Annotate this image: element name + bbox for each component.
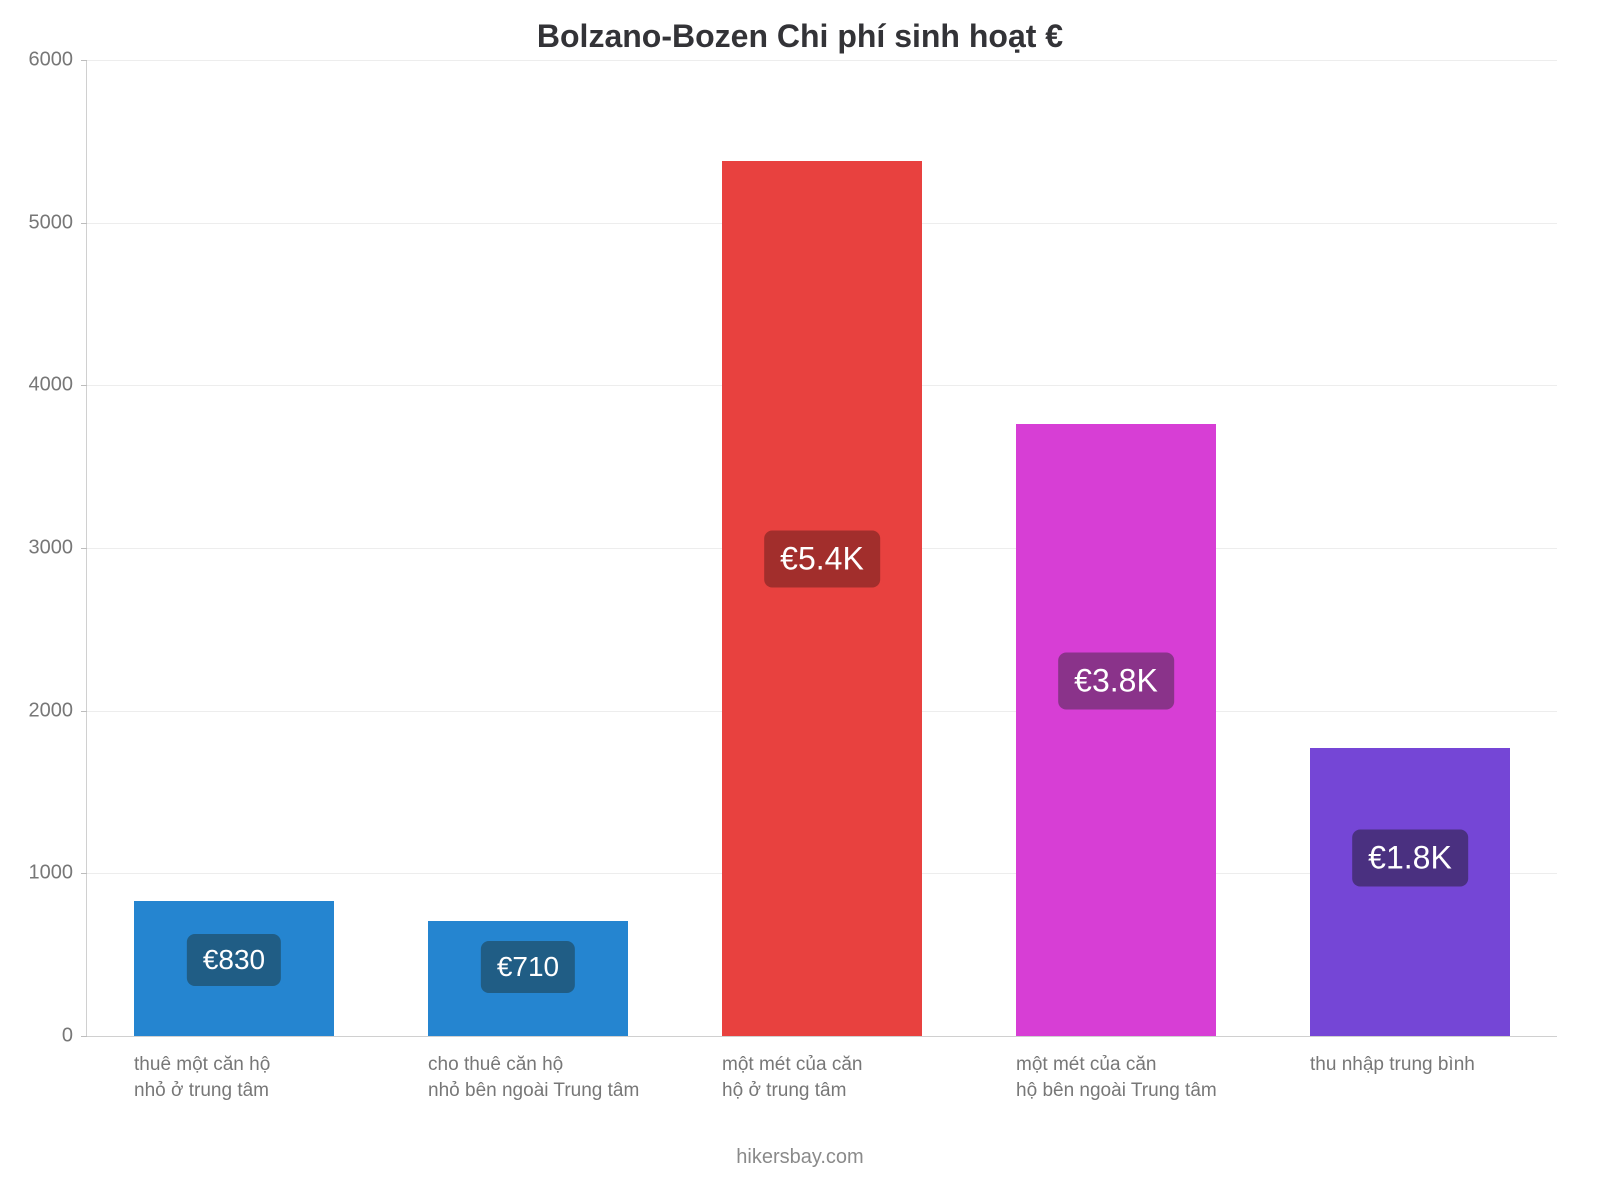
bar: €3.8K bbox=[1016, 424, 1216, 1036]
x-tick-label-line: một mét của căn bbox=[1016, 1052, 1276, 1078]
bar: €1.8K bbox=[1310, 748, 1510, 1036]
plot-area: 0100020003000400050006000€830thuê một că… bbox=[86, 60, 1557, 1037]
y-tick-label: 6000 bbox=[29, 49, 88, 72]
x-tick-label-line: cho thuê căn hộ bbox=[428, 1052, 688, 1078]
y-tick-label: 0 bbox=[62, 1025, 87, 1048]
x-tick-label: một mét của cănhộ ở trung tâm bbox=[722, 1052, 982, 1103]
bar: €710 bbox=[428, 921, 628, 1036]
y-tick-label: 2000 bbox=[29, 699, 88, 722]
y-tick-label: 1000 bbox=[29, 862, 88, 885]
x-tick-label-line: thu nhập trung bình bbox=[1310, 1052, 1570, 1078]
value-badge: €1.8K bbox=[1352, 829, 1468, 886]
x-tick-label-line: thuê một căn hộ bbox=[134, 1052, 394, 1078]
chart-title: Bolzano-Bozen Chi phí sinh hoạt € bbox=[0, 18, 1600, 55]
y-tick-label: 3000 bbox=[29, 537, 88, 560]
chart-footer: hikersbay.com bbox=[0, 1146, 1600, 1169]
bar: €5.4K bbox=[722, 161, 922, 1036]
x-tick-label-line: hộ bên ngoài Trung tâm bbox=[1016, 1078, 1276, 1104]
bar: €830 bbox=[134, 901, 334, 1036]
gridline bbox=[87, 60, 1557, 61]
value-badge: €710 bbox=[481, 941, 575, 993]
y-tick-label: 4000 bbox=[29, 374, 88, 397]
x-tick-label-line: nhỏ bên ngoài Trung tâm bbox=[428, 1078, 688, 1104]
value-badge: €3.8K bbox=[1058, 653, 1174, 710]
chart-container: Bolzano-Bozen Chi phí sinh hoạt € 010002… bbox=[0, 0, 1600, 1200]
value-badge: €830 bbox=[187, 934, 281, 986]
x-tick-label: một mét của cănhộ bên ngoài Trung tâm bbox=[1016, 1052, 1276, 1103]
x-tick-label-line: một mét của căn bbox=[722, 1052, 982, 1078]
x-tick-label-line: hộ ở trung tâm bbox=[722, 1078, 982, 1104]
x-tick-label-line: nhỏ ở trung tâm bbox=[134, 1078, 394, 1104]
x-tick-label: thuê một căn hộnhỏ ở trung tâm bbox=[134, 1052, 394, 1103]
x-tick-label: thu nhập trung bình bbox=[1310, 1052, 1570, 1078]
y-tick-label: 5000 bbox=[29, 211, 88, 234]
value-badge: €5.4K bbox=[764, 531, 880, 588]
x-tick-label: cho thuê căn hộnhỏ bên ngoài Trung tâm bbox=[428, 1052, 688, 1103]
